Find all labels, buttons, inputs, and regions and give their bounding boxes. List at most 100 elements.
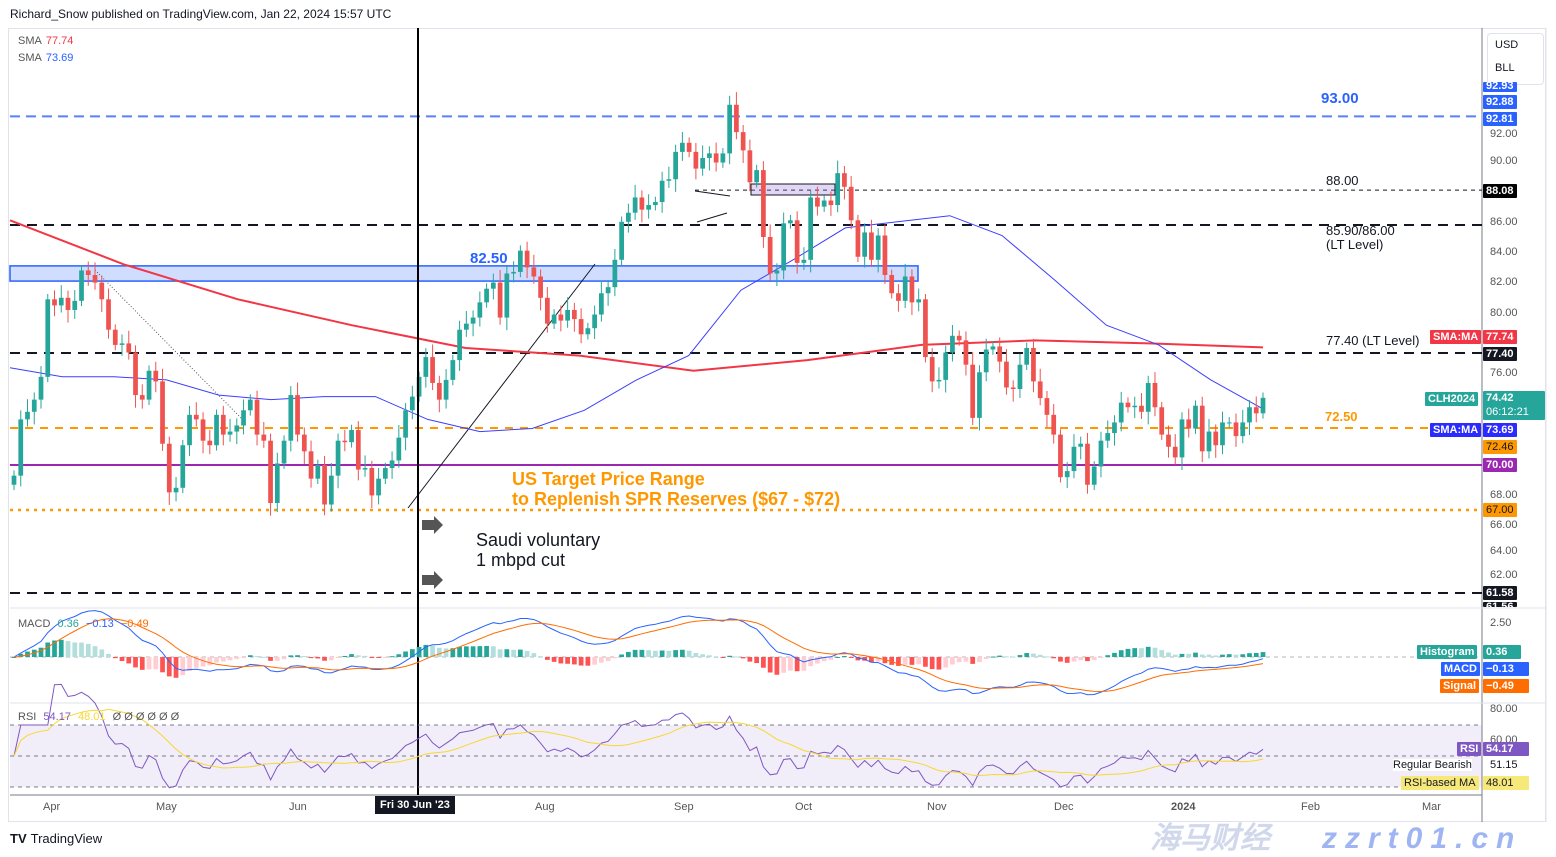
macd-histogram-bar bbox=[686, 650, 692, 657]
candle-body bbox=[855, 220, 861, 257]
tradingview-logo[interactable]: TV TradingView bbox=[10, 831, 102, 846]
macd-histogram-bar bbox=[38, 647, 44, 657]
candle-body bbox=[808, 197, 814, 260]
histogram-value-tag: 0.36 bbox=[1483, 645, 1521, 659]
macd-histogram-bar bbox=[349, 654, 354, 657]
candle-body bbox=[1260, 397, 1266, 414]
sma50-legend[interactable]: SMA 73.69 bbox=[18, 52, 73, 64]
macd-histogram-bar bbox=[72, 642, 78, 657]
tradingview-logo-icon: TV bbox=[10, 831, 27, 846]
pennant-bottom bbox=[696, 212, 728, 223]
price-tag-high: 92.93 bbox=[1483, 82, 1517, 92]
crosshair-date-label: Fri 30 Jun '23 bbox=[375, 796, 455, 814]
macd-histogram-bar bbox=[396, 654, 402, 657]
last-price: 74.42 bbox=[1486, 392, 1514, 404]
candle-body bbox=[1031, 347, 1036, 382]
sma200-legend[interactable]: SMA 77.74 bbox=[18, 35, 73, 47]
candle-body bbox=[268, 440, 273, 503]
candle-body bbox=[544, 297, 550, 324]
candle-body bbox=[565, 309, 570, 321]
candle-body bbox=[781, 223, 787, 271]
rsi-ma-value-tag: 48.01 bbox=[1483, 776, 1529, 790]
macd-legend[interactable]: MACD 0.36 −0.13 −0.49 bbox=[18, 618, 149, 630]
candle-body bbox=[349, 430, 354, 443]
macd-histogram-bar bbox=[1112, 652, 1117, 657]
macd-histogram-bar bbox=[1064, 657, 1070, 663]
histogram-tag: Histogram bbox=[1417, 645, 1478, 659]
x-tick: Aug bbox=[535, 801, 555, 813]
candle-body bbox=[882, 235, 888, 275]
macd-histogram-bar bbox=[322, 657, 327, 661]
candle-body bbox=[619, 221, 624, 260]
signal-value-tag: −0.49 bbox=[1483, 679, 1529, 693]
macd-histogram-bar bbox=[788, 657, 793, 671]
sma-50-line bbox=[9, 215, 1264, 433]
macd-histogram-bar bbox=[869, 657, 874, 663]
candle-body bbox=[1085, 443, 1090, 485]
sma-label: SMA bbox=[18, 35, 42, 47]
macd-histogram-bar bbox=[754, 657, 760, 664]
macd-histogram-bar bbox=[700, 654, 706, 657]
macd-histogram-bar bbox=[1139, 648, 1144, 657]
candle-body bbox=[92, 275, 98, 283]
macd-histogram-bar bbox=[1085, 657, 1090, 662]
candle-body bbox=[85, 270, 91, 275]
pennant-top bbox=[694, 190, 731, 197]
currency-unit-button[interactable]: USD BLL bbox=[1487, 33, 1544, 85]
candle-body bbox=[25, 411, 30, 420]
macd-histogram-bar bbox=[200, 657, 206, 667]
rsi-legend[interactable]: RSI 54.17 48.01 Ø Ø Ø Ø Ø Ø bbox=[18, 711, 179, 723]
y-tick: 80.00 bbox=[1490, 307, 1518, 319]
macd-histogram-bar bbox=[18, 653, 24, 657]
candle-body bbox=[1240, 422, 1246, 437]
macd-histogram-bar bbox=[1166, 652, 1171, 657]
candle-body bbox=[274, 463, 280, 503]
candle-body bbox=[106, 299, 111, 330]
candle-body bbox=[328, 475, 334, 505]
candle-body bbox=[517, 250, 523, 272]
price-tag: 73.69 bbox=[1483, 423, 1517, 437]
macd-value-tag: −0.13 bbox=[1483, 662, 1529, 676]
macd-histogram-bar bbox=[268, 657, 273, 661]
candle-body bbox=[612, 259, 618, 288]
candle-body bbox=[869, 232, 874, 260]
macd-histogram-bar bbox=[571, 657, 577, 665]
price-tag: 70.00 bbox=[1483, 458, 1517, 472]
macd-histogram-bar bbox=[1031, 653, 1036, 657]
macd-histogram-bar bbox=[187, 657, 192, 671]
macd-title: MACD bbox=[18, 618, 51, 630]
macd-histogram-bar bbox=[106, 653, 111, 657]
candle-body bbox=[707, 153, 712, 158]
macd-histogram-bar bbox=[680, 649, 685, 657]
candle-body bbox=[31, 399, 37, 412]
macd-histogram-bar bbox=[929, 657, 935, 670]
candle-body bbox=[220, 414, 226, 435]
macd-histogram-bar bbox=[1253, 652, 1259, 657]
candle-body bbox=[977, 372, 982, 418]
level-86-text: 85.90/86.00 bbox=[1326, 223, 1395, 238]
macd-histogram-bar bbox=[328, 657, 334, 661]
macd-histogram-bar bbox=[295, 655, 300, 657]
candle-body bbox=[727, 104, 733, 154]
candle-body bbox=[484, 288, 489, 303]
macd-histogram-bar bbox=[1240, 654, 1246, 657]
macd-histogram-bar bbox=[1071, 657, 1077, 662]
macd-histogram-bar bbox=[639, 649, 645, 657]
macd-histogram-bar bbox=[943, 657, 949, 668]
macd-histogram-bar bbox=[538, 656, 543, 658]
macd-histogram-bar bbox=[558, 657, 564, 664]
candle-body bbox=[1125, 402, 1131, 408]
candle-body bbox=[740, 132, 746, 151]
resistance-zone-82-50 bbox=[9, 265, 919, 282]
candle-body bbox=[835, 173, 841, 206]
macd-histogram-bar bbox=[963, 657, 969, 662]
macd-histogram-bar bbox=[524, 651, 530, 657]
x-tick: Dec bbox=[1054, 801, 1074, 813]
rsi-line bbox=[13, 683, 1264, 789]
candle-body bbox=[1078, 443, 1084, 447]
level-82-label: 82.50 bbox=[470, 250, 508, 267]
candle-body bbox=[261, 434, 267, 441]
candle-body bbox=[166, 443, 172, 493]
candle-body bbox=[686, 142, 692, 152]
